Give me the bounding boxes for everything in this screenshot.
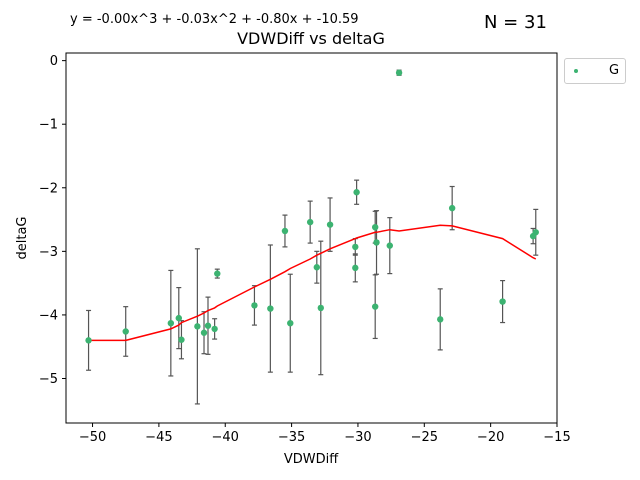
x-tick-label: −35: [278, 430, 305, 445]
x-tick-label: −30: [344, 430, 371, 445]
y-axis-label: deltaG: [15, 217, 30, 260]
data-point: [122, 328, 129, 335]
legend: G: [564, 58, 626, 84]
data-point: [204, 322, 212, 329]
x-tick-label: −40: [212, 430, 239, 445]
data-point: [395, 69, 403, 76]
y-axis: 0 −1 −2 −3 −4 −5: [39, 54, 66, 387]
x-tick-label: −25: [411, 430, 438, 445]
data-point: [306, 218, 314, 226]
data-point: [317, 304, 324, 312]
data-point: [200, 329, 208, 336]
x-tick-label: −50: [79, 430, 106, 445]
data-point: [386, 242, 393, 249]
data-point: [287, 319, 294, 327]
y-tick-label: −1: [39, 118, 58, 133]
plot-frame: [65, 52, 558, 424]
fit-line: [88, 224, 537, 342]
y-tick-label: −3: [39, 245, 58, 260]
x-tick-label: −45: [145, 430, 172, 445]
data-point: [267, 305, 274, 312]
sample-count: N = 31: [484, 12, 547, 33]
legend-marker: [574, 69, 578, 73]
data-point: [313, 264, 321, 271]
data-point: [371, 303, 379, 310]
data-point: [194, 323, 201, 330]
x-axis-label: VDWDiff: [284, 452, 339, 467]
data-point: [167, 319, 175, 327]
y-tick-label: −5: [39, 372, 58, 387]
data-point: [251, 302, 258, 309]
data-point: [352, 264, 359, 272]
point-layer: [85, 69, 539, 344]
x-axis: −50 −45 −40 −35 −30 −25 −20 −15: [79, 423, 571, 445]
data-point: [211, 325, 218, 333]
data-point: [326, 221, 334, 228]
data-point: [373, 239, 380, 246]
x-tick-label: −20: [477, 430, 504, 445]
data-point: [353, 189, 360, 196]
data-point: [499, 298, 506, 305]
y-tick-label: −4: [39, 308, 58, 323]
y-tick-label: −2: [39, 181, 58, 196]
fit-line-layer: [88, 224, 537, 342]
data-point: [85, 337, 92, 344]
legend-label-g: G: [609, 63, 620, 78]
data-point: [178, 336, 185, 343]
data-point: [532, 229, 539, 236]
data-point: [448, 204, 456, 212]
y-tick-label: 0: [50, 54, 58, 69]
data-point: [437, 316, 444, 323]
data-point: [175, 314, 182, 322]
x-tick-label: −15: [543, 430, 570, 445]
plot-area: [66, 53, 557, 423]
data-point: [352, 243, 359, 251]
data-point: [214, 270, 221, 277]
data-point: [281, 227, 289, 235]
chart-title: VDWDiff vs deltaG: [237, 29, 385, 48]
fit-equation: y = -0.00x^3 + -0.03x^2 + -0.80x + -10.5…: [70, 12, 359, 27]
data-point: [371, 223, 379, 231]
